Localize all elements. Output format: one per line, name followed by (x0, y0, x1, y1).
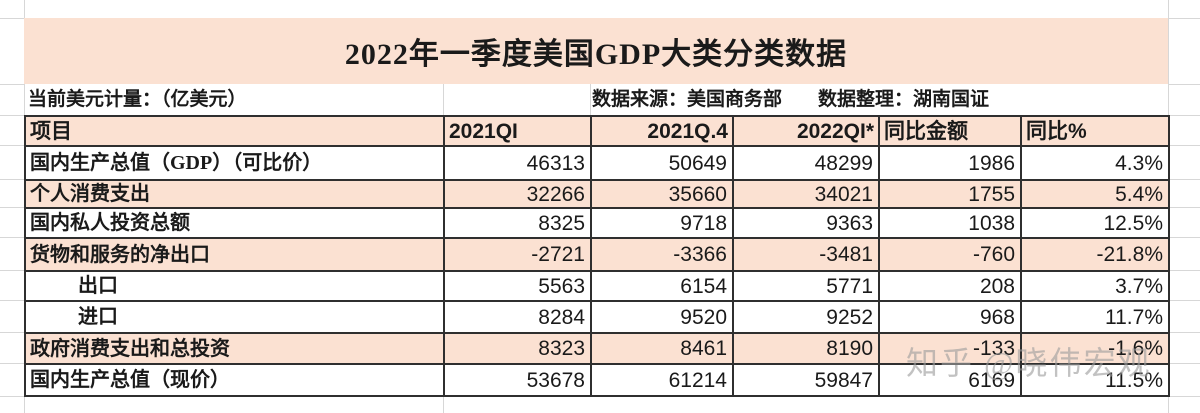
gridline (0, 115, 24, 116)
note-row: 当前美元计量：（亿美元） 数据来源：美国商务部 数据整理：湖南国证 (24, 84, 1168, 115)
value-cell: 50649 (590, 145, 734, 181)
gridline (0, 332, 24, 333)
page-title: 2022年一季度美国GDP大类分类数据 (24, 18, 1168, 84)
value-cell: 6169 (878, 363, 1022, 397)
gridline (0, 145, 24, 146)
gridline (1168, 145, 1200, 146)
value-cell: -21.8% (1020, 237, 1170, 272)
gridline (0, 270, 24, 271)
value-cell: 5771 (732, 270, 880, 302)
value-cell: 8190 (732, 332, 880, 365)
table-row: 进口 8284 9520 9252 968 11.7% (24, 300, 1170, 334)
value-cell: 46313 (443, 145, 592, 181)
table-row: 政府消费支出和总投资 8323 8461 8190 -133 -1.6% (24, 332, 1170, 365)
value-cell: 32266 (443, 179, 592, 209)
gridline (0, 363, 24, 364)
value-cell: 4.3% (1020, 145, 1170, 181)
value-cell: 5563 (443, 270, 592, 302)
column-header: 同比% (1020, 115, 1170, 147)
table-row: 国内私人投资总额 8325 9718 9363 1038 12.5% (24, 207, 1170, 239)
gdp-table: 项目 2021QI 2021Q.4 2022QI* 同比金额 同比% 国内生产总值（GDP… (24, 115, 1170, 397)
value-cell: 59847 (732, 363, 880, 397)
value-cell: 34021 (732, 179, 880, 209)
table-row: 个人消费支出 32266 35660 34021 1755 5.4% (24, 179, 1170, 209)
value-cell: 11.5% (1020, 363, 1170, 397)
gridline (0, 207, 24, 208)
value-cell: -3481 (732, 237, 880, 272)
value-cell: 8323 (443, 332, 592, 365)
unit-note: 当前美元计量：（亿美元） (28, 89, 247, 110)
table-body: 国内生产总值（GDP）（可比价） 46313 50649 48299 1986 4.3% 个… (24, 145, 1170, 397)
gridline (0, 237, 24, 238)
gridline (0, 300, 24, 301)
value-cell: 9718 (590, 207, 734, 239)
value-cell: 61214 (590, 363, 734, 397)
table-row: 国内生产总值（现价） 53678 61214 59847 6169 11.5% (24, 363, 1170, 397)
gridline (1168, 396, 1200, 397)
gridline (1168, 300, 1200, 301)
source-note: 数据来源：美国商务部 数据整理：湖南国证 (592, 84, 989, 115)
value-cell: 3.7% (1020, 270, 1170, 302)
gridline (443, 84, 444, 115)
value-cell: -760 (878, 237, 1022, 272)
item-cell: 出口 (24, 270, 445, 302)
value-cell: 8461 (590, 332, 734, 365)
value-cell: 6154 (590, 270, 734, 302)
gridline (1168, 179, 1200, 180)
item-cell: 国内私人投资总额 (24, 207, 445, 239)
value-cell: -1.6% (1020, 332, 1170, 365)
value-cell: -133 (878, 332, 1022, 365)
gridline (0, 84, 24, 85)
column-header: 同比金额 (878, 115, 1022, 147)
column-header: 2021Q.4 (590, 115, 734, 147)
item-cell: 国内生产总值（现价） (24, 363, 445, 397)
gridline (590, 84, 591, 115)
data-source-label: 数据来源：美国商务部 (592, 89, 783, 110)
gridline (0, 179, 24, 180)
gridline (1168, 237, 1200, 238)
gridline (1168, 332, 1200, 333)
gridline (1168, 363, 1200, 364)
value-cell: 53678 (443, 363, 592, 397)
item-cell: 货物和服务的净出口 (24, 237, 445, 272)
value-cell: 1038 (878, 207, 1022, 239)
value-cell: 968 (878, 300, 1022, 334)
value-cell: 8284 (443, 300, 592, 334)
header-row: 项目 2021QI 2021Q.4 2022QI* 同比金额 同比% (24, 115, 1170, 147)
value-cell: 35660 (590, 179, 734, 209)
gridline (1168, 84, 1200, 85)
item-cell: 政府消费支出和总投资 (24, 332, 445, 365)
gridline (1168, 207, 1200, 208)
column-header: 2021QI (443, 115, 592, 147)
column-header: 2022QI* (732, 115, 880, 147)
column-header: 项目 (24, 115, 445, 147)
value-cell: 1755 (878, 179, 1022, 209)
value-cell: 11.7% (1020, 300, 1170, 334)
item-cell: 个人消费支出 (24, 179, 445, 209)
value-cell: 208 (878, 270, 1022, 302)
gridline (1168, 270, 1200, 271)
item-cell: 进口 (24, 300, 445, 334)
value-cell: 9252 (732, 300, 880, 334)
gridline (1168, 18, 1200, 19)
value-cell: 12.5% (1020, 207, 1170, 239)
gridline (1168, 115, 1200, 116)
table-row: 出口 5563 6154 5771 208 3.7% (24, 270, 1170, 302)
value-cell: -2721 (443, 237, 592, 272)
value-cell: 5.4% (1020, 179, 1170, 209)
value-cell: -3366 (590, 237, 734, 272)
gridline (0, 18, 24, 19)
table-row: 国内生产总值（GDP）（可比价） 46313 50649 48299 1986 4.3% (24, 145, 1170, 181)
item-cell: 国内生产总值（GDP）（可比价） (24, 145, 445, 181)
data-compiler-label: 数据整理：湖南国证 (818, 89, 990, 110)
value-cell: 9520 (590, 300, 734, 334)
table-row: 货物和服务的净出口 -2721 -3366 -3481 -760 -21.8% (24, 237, 1170, 272)
value-cell: 9363 (732, 207, 880, 239)
gridline (0, 396, 24, 397)
value-cell: 1986 (878, 145, 1022, 181)
gridline (443, 396, 444, 413)
value-cell: 48299 (732, 145, 880, 181)
value-cell: 8325 (443, 207, 592, 239)
